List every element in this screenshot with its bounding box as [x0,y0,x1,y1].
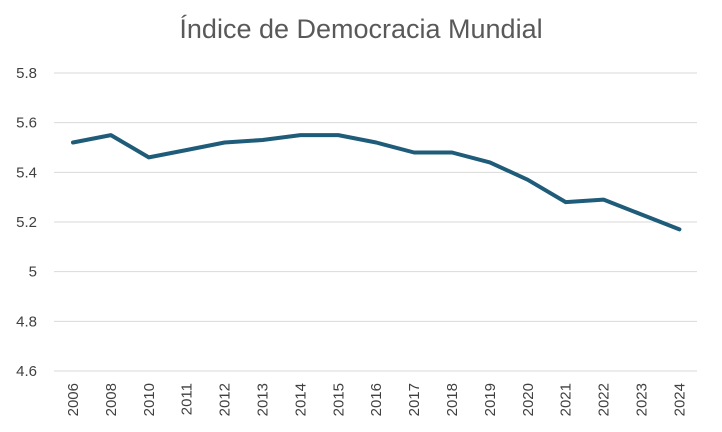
chart-title: Índice de Democracia Mundial [179,14,543,44]
series-line-0 [71,133,682,232]
x-tick-label: 2008 [103,383,120,416]
x-tick-label: 2010 [141,383,158,416]
x-tick-label: 2020 [520,383,537,416]
x-tick-label: 2023 [634,383,651,416]
x-tick-label: 2018 [444,383,461,416]
x-tick-label: 2013 [255,383,272,416]
data-point [640,213,644,217]
y-axis-tick-labels: 4.6 4.8 5 5.2 5.4 5.6 5.8 [16,65,37,380]
x-tick-label: 2017 [406,383,423,416]
y-tick-label: 5.2 [16,214,37,231]
data-point [185,148,189,152]
data-point [336,133,340,137]
x-tick-label: 2011 [179,383,196,415]
x-tick-label: 2022 [596,383,613,416]
x-tick-label: 2006 [65,383,82,416]
data-point [677,227,681,231]
data-point [450,151,454,155]
y-tick-label: 5 [29,264,37,281]
data-point [261,138,265,142]
data-point [488,160,492,164]
data-point [223,141,227,145]
x-tick-label: 2021 [558,383,575,416]
data-point [564,200,568,204]
x-tick-label: 2014 [292,383,309,416]
series-layer [71,133,682,232]
y-tick-label: 5.6 [16,115,37,132]
y-tick-label: 5.8 [16,65,37,82]
data-point [147,155,151,159]
y-tick-label: 4.8 [16,313,37,330]
x-tick-label: 2015 [330,383,347,416]
x-tick-label: 2016 [368,383,385,416]
x-tick-label: 2012 [217,383,234,416]
data-point [412,151,416,155]
y-tick-label: 5.4 [16,164,37,181]
data-point [109,133,113,137]
x-axis-tick-labels: 2006 2008 2010 2011 2012 2013 2014 2015 2016 2017… [65,383,688,416]
data-point [374,141,378,145]
data-point [526,178,530,182]
data-point [71,141,75,145]
gridlines [54,72,697,372]
x-tick-label: 2019 [482,383,499,416]
y-tick-label: 4.6 [16,363,37,380]
data-point [298,133,302,137]
x-tick-label: 2024 [671,383,688,416]
data-point [602,198,606,202]
